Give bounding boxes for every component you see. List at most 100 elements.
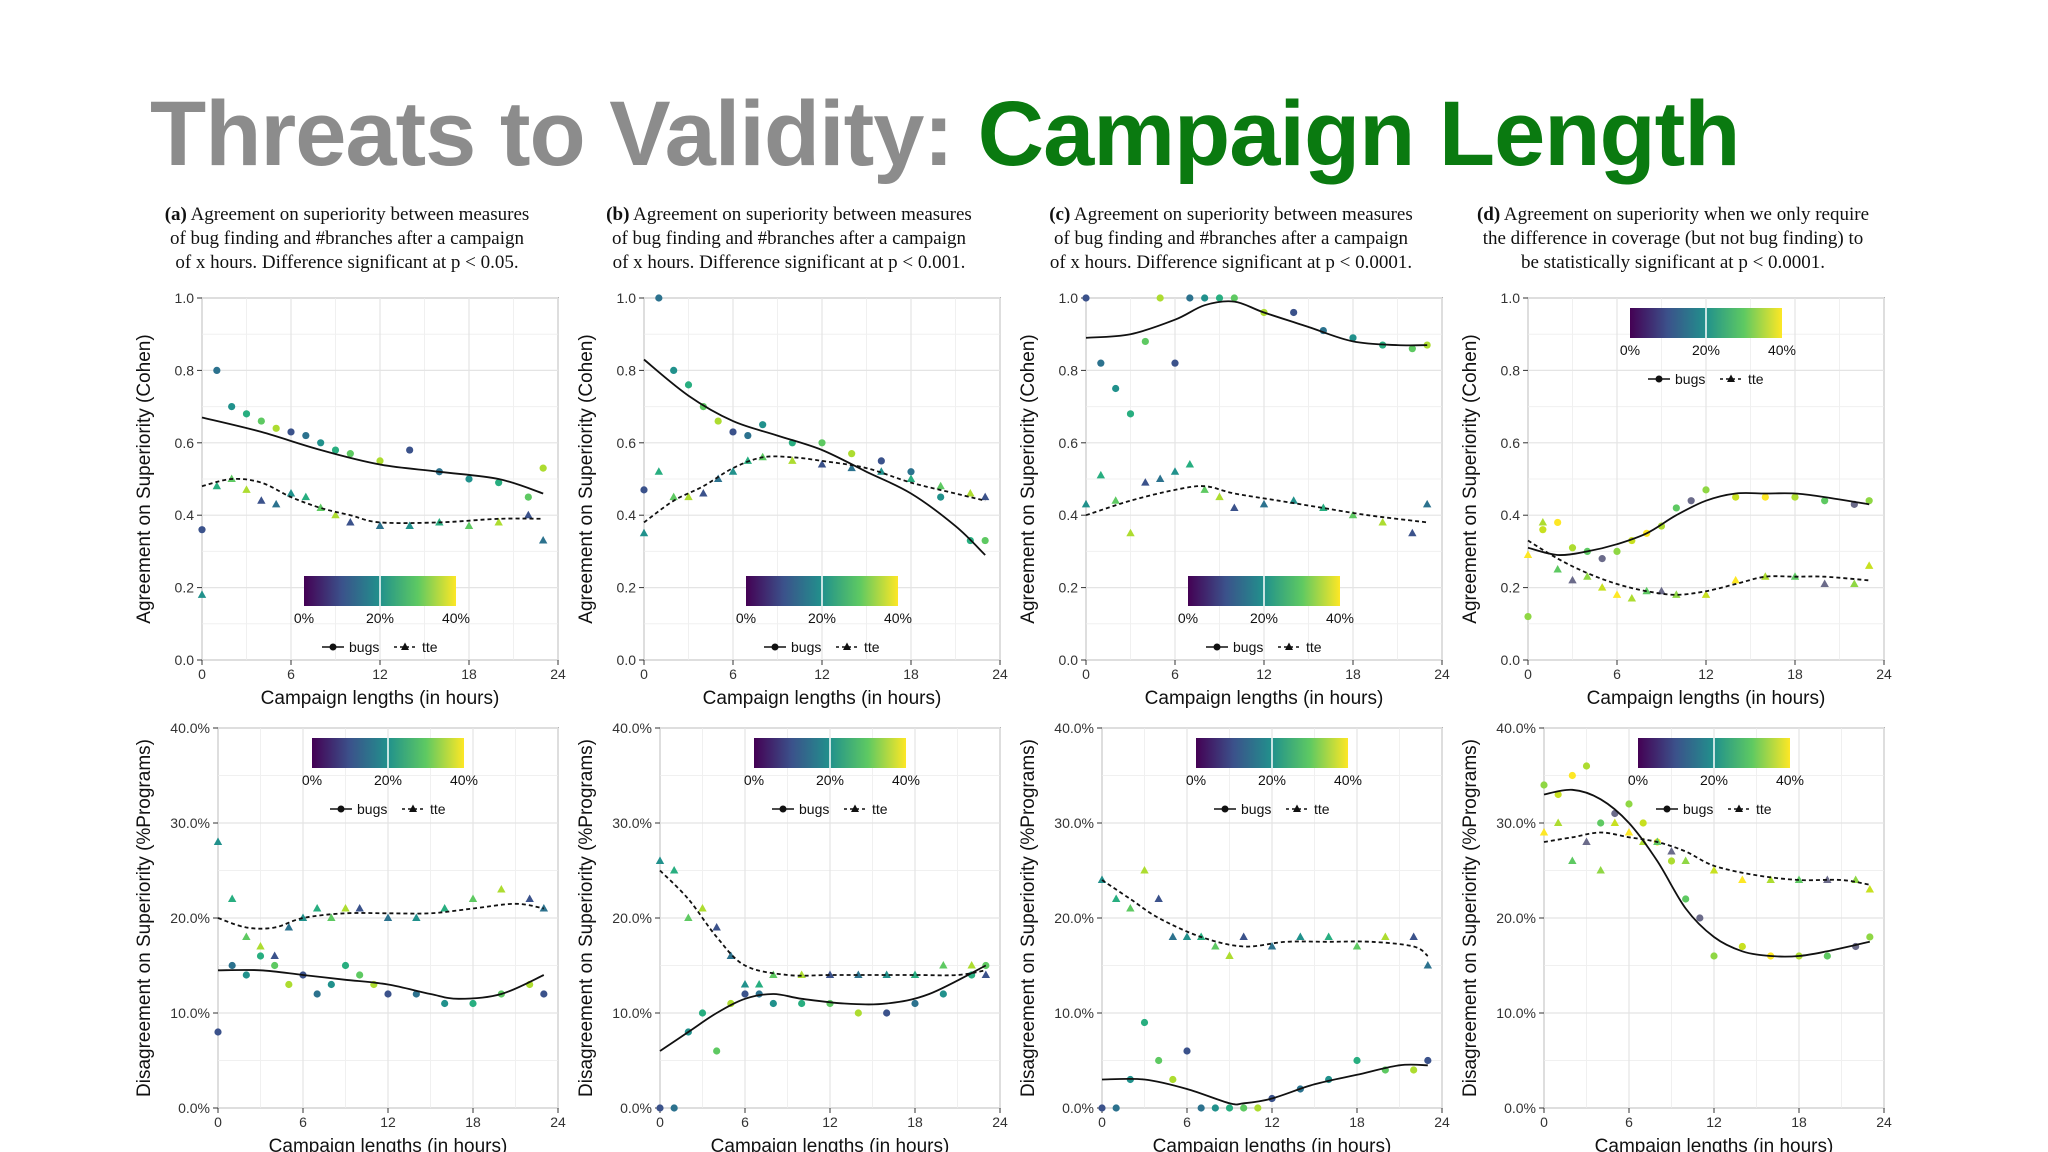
- y-tick-label: 0.8: [1501, 362, 1521, 378]
- x-axis-title: Campaign lengths (in hours): [703, 688, 942, 709]
- bugs-point: [1197, 1104, 1205, 1112]
- y-tick-label: 30.0%: [1496, 815, 1536, 831]
- x-axis-title: Campaign lengths (in hours): [269, 1136, 508, 1152]
- bugs-trend-line: [201, 416, 544, 495]
- tte-trend-line: [1085, 485, 1428, 524]
- bugs-trend-line: [643, 358, 986, 556]
- tte-point: [1582, 837, 1591, 845]
- bugs-point: [287, 428, 295, 436]
- y-tick-label: 30.0%: [1054, 815, 1094, 831]
- bugs-point: [818, 439, 826, 447]
- tte-point: [341, 904, 350, 912]
- bugs-point: [670, 366, 678, 374]
- bugs-point: [1156, 294, 1164, 302]
- bugs-point: [242, 971, 250, 979]
- tte-point: [684, 913, 693, 921]
- legend-tte-marker: [1735, 804, 1743, 812]
- tte-point: [242, 485, 251, 493]
- bugs-point: [1082, 294, 1090, 302]
- tte-point: [1239, 932, 1248, 940]
- bugs-point: [1183, 1047, 1191, 1055]
- tte-point: [939, 961, 948, 969]
- bugs-point: [540, 990, 548, 998]
- caption-label: (c): [1049, 204, 1071, 225]
- tte-point: [639, 528, 649, 537]
- bugs-point: [317, 439, 325, 447]
- tte-point: [1596, 866, 1605, 874]
- bugs-point: [213, 366, 221, 374]
- bugs-point: [1667, 857, 1676, 865]
- bugs-point: [228, 403, 236, 411]
- x-tick-label: 6: [729, 666, 737, 682]
- legend-scale-label: 40%: [884, 610, 912, 626]
- x-tick-label: 0: [640, 666, 648, 682]
- tte-trend-line: [1543, 831, 1870, 886]
- x-tick-label: 18: [907, 1114, 923, 1130]
- tte-point: [684, 492, 693, 501]
- x-tick-label: 24: [1434, 1114, 1450, 1130]
- legend-tte-label: tte: [430, 801, 446, 817]
- tte-point: [1850, 579, 1859, 587]
- x-tick-label: 6: [1183, 1114, 1191, 1130]
- bugs-point: [1410, 1066, 1418, 1074]
- y-tick-label: 40.0%: [1054, 720, 1094, 736]
- legend-bugs-marker: [1655, 375, 1663, 383]
- bugs-point: [1702, 486, 1710, 494]
- bugs-point: [1141, 337, 1149, 346]
- tte-point: [1523, 550, 1533, 559]
- tte-point: [301, 492, 311, 501]
- tte-point: [981, 970, 991, 978]
- tte-point: [242, 932, 251, 940]
- legend-scale-label: 40%: [1334, 772, 1362, 788]
- x-tick-label: 6: [741, 1114, 749, 1130]
- tte-point: [1681, 856, 1690, 864]
- tte-trend-line: [1527, 539, 1870, 596]
- bugs-point: [1613, 547, 1621, 556]
- tte-point: [312, 904, 322, 912]
- x-tick-label: 18: [1787, 666, 1803, 682]
- legend-scale-label: 40%: [1326, 610, 1354, 626]
- caption-line-1: Agreement on superiority when we only re…: [1503, 204, 1870, 225]
- bugs-point: [1230, 294, 1238, 302]
- x-axis-title: Campaign lengths (in hours): [1587, 688, 1826, 709]
- tte-point: [1865, 885, 1875, 893]
- x-tick-label: 6: [299, 1114, 307, 1130]
- tte-point: [497, 885, 506, 893]
- legend-tte-marker: [409, 804, 417, 812]
- caption-line-3: be statistically significant at p < 0.00…: [1520, 252, 1826, 273]
- tte-point: [1409, 932, 1418, 940]
- y-axis-title: Agreement on Superiority (Cohen): [1460, 334, 1481, 623]
- tte-point: [1200, 485, 1209, 493]
- legend-tte-label: tte: [1314, 801, 1330, 817]
- legend-bugs-label: bugs: [1683, 801, 1713, 817]
- tte-point: [1378, 517, 1387, 526]
- x-axis-title: Campaign lengths (in hours): [261, 688, 500, 709]
- chart-d-top: 0 6 12 18 24 0.0 0.2 0.4 0.6 0.8 1.0 Campaign lengt…: [1460, 290, 1892, 709]
- legend-scale-label: 20%: [1250, 610, 1278, 626]
- tte-point: [1709, 866, 1719, 874]
- tte-point: [1423, 961, 1433, 969]
- tte-point: [882, 970, 891, 978]
- x-tick-label: 24: [550, 666, 566, 682]
- bugs-point: [495, 479, 503, 487]
- bugs-point: [1097, 359, 1105, 367]
- legend-tte-label: tte: [864, 639, 880, 655]
- tte-point: [1182, 932, 1192, 940]
- x-tick-label: 12: [380, 1114, 396, 1130]
- tte-point: [788, 456, 797, 464]
- bugs-point: [826, 999, 834, 1008]
- y-tick-label: 20.0%: [612, 910, 652, 926]
- legend-scale-label: 40%: [1768, 342, 1796, 358]
- caption-line-2: of bug finding and #branches after a cam…: [611, 228, 966, 249]
- y-tick-label: 20.0%: [170, 910, 210, 926]
- bugs-point: [744, 431, 752, 440]
- tte-point: [270, 951, 279, 959]
- caption-line-1: Agreement on superiority between measure…: [190, 204, 530, 225]
- tte-trend-line: [217, 902, 544, 930]
- bugs-point: [1687, 497, 1695, 505]
- bugs-point: [1186, 294, 1194, 302]
- tte-point: [256, 942, 265, 950]
- bugs-point: [465, 475, 473, 483]
- bugs-point: [1597, 819, 1605, 827]
- tte-point: [1126, 904, 1135, 912]
